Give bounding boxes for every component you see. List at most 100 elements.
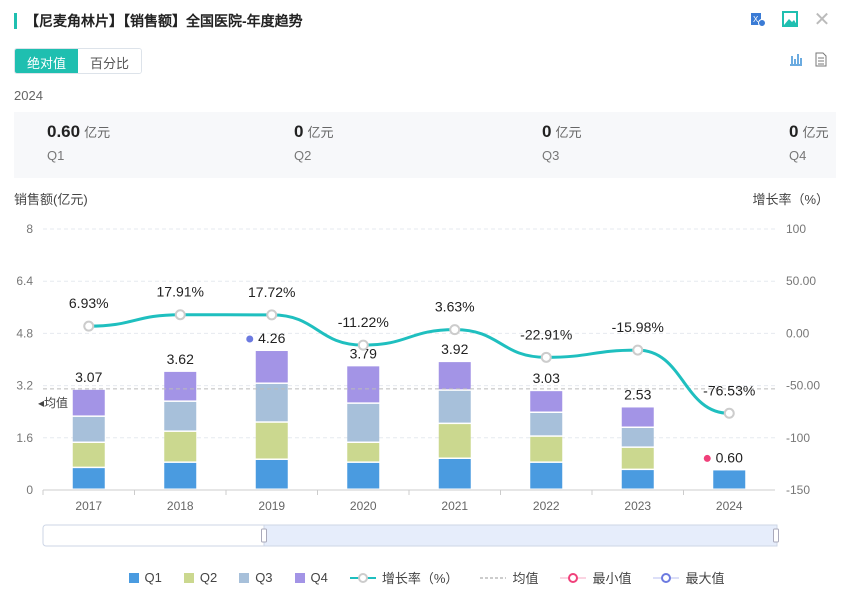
bar-q4 xyxy=(621,407,654,427)
zoom-slider-window[interactable] xyxy=(263,524,778,547)
legend-q4[interactable]: Q4 xyxy=(294,568,328,587)
bar-q1 xyxy=(72,468,105,489)
x-tick-label: 2023 xyxy=(624,499,651,513)
zoom-slider-handle[interactable] xyxy=(773,528,779,543)
summary-year: 2024 xyxy=(14,88,43,103)
chart: 0 -150 1.6 -100 3.2 -50.00 4.8 0.00 6.4 50.00 8 100… xyxy=(16,222,820,547)
legend-label: Q2 xyxy=(199,570,218,585)
bar-q2 xyxy=(164,431,197,462)
growth-point xyxy=(723,407,735,419)
summary-card-q1: 0.60 亿元 Q1 xyxy=(47,122,110,163)
image-export-icon[interactable] xyxy=(781,10,799,28)
bar-q1 xyxy=(621,470,654,489)
legend-label: 最大值 xyxy=(685,571,725,586)
bar-q1 xyxy=(530,462,563,489)
x-tick-label: 2017 xyxy=(75,499,102,513)
card-label: Q1 xyxy=(47,148,65,163)
bar-q2 xyxy=(255,422,288,459)
legend-q3[interactable]: Q3 xyxy=(239,568,273,587)
card-value: 0 xyxy=(789,122,799,141)
legend-dash-icon xyxy=(480,577,507,578)
bar-q1 xyxy=(713,470,746,489)
legend-swatch xyxy=(294,572,305,583)
legend: Q1 Q2 Q3 Q4 增长率（%） 均值 最小值 最大值 xyxy=(0,568,853,587)
legend-min-icon xyxy=(560,572,587,583)
legend-max[interactable]: 最大值 xyxy=(653,568,724,587)
y-axis-title: 销售额(亿元) xyxy=(14,192,88,207)
legend-label: 增长率（%） xyxy=(381,571,459,586)
legend-q2[interactable]: Q2 xyxy=(183,568,218,587)
tab-percent[interactable]: 百分比 xyxy=(78,49,142,73)
y-tick-label: 3.2 xyxy=(16,379,33,393)
y-tick-label: 8 xyxy=(26,222,33,236)
total-label: 0.60 xyxy=(716,449,743,465)
legend-min[interactable]: 最小值 xyxy=(560,568,631,587)
bar-q2 xyxy=(438,424,471,458)
card-value: 0 xyxy=(542,122,552,141)
y2-axis-title: 增长率（%） xyxy=(752,192,829,207)
bar-q2 xyxy=(530,436,563,462)
bar-chart-icon[interactable] xyxy=(789,52,803,72)
summary-panel: 0.60 亿元 Q1 0 亿元 Q2 0 亿元 Q3 0 亿元 Q4 xyxy=(14,112,836,178)
card-unit: 亿元 xyxy=(84,125,111,140)
y-tick-label: 6.4 xyxy=(16,274,33,288)
legend-max-icon xyxy=(653,572,680,583)
legend-average[interactable]: 均值 xyxy=(480,568,538,587)
bar-q4 xyxy=(530,391,563,412)
legend-growth[interactable]: 增长率（%） xyxy=(349,568,459,587)
bar-q3 xyxy=(530,413,563,436)
title-accent xyxy=(14,13,17,29)
excel-export-icon[interactable]: X xyxy=(749,10,767,28)
bar-q4 xyxy=(438,362,471,390)
legend-label: Q4 xyxy=(310,570,328,585)
summary-card-q4: 0 亿元 Q4 xyxy=(789,122,828,163)
bar-q4 xyxy=(255,351,288,383)
value-mode-toggle: 绝对值 百分比 xyxy=(14,48,143,74)
total-label: 2.53 xyxy=(624,386,651,402)
y2-tick-label: -100 xyxy=(786,431,810,445)
x-tick-label: 2019 xyxy=(258,499,285,513)
growth-point xyxy=(266,309,278,321)
x-tick-label: 2022 xyxy=(533,499,560,513)
growth-label: 17.72% xyxy=(248,284,295,300)
card-value: 0 xyxy=(294,122,304,141)
bar-q2 xyxy=(621,447,654,469)
legend-swatch xyxy=(239,572,250,583)
growth-point xyxy=(357,339,369,351)
growth-label: -11.22% xyxy=(338,314,389,330)
average-label: ◂均值 xyxy=(38,395,68,410)
card-unit: 亿元 xyxy=(555,125,582,140)
total-label: 3.92 xyxy=(441,341,468,357)
total-label: 3.07 xyxy=(75,369,102,385)
bar-q3 xyxy=(621,428,654,447)
svg-text:X: X xyxy=(753,15,759,24)
close-icon[interactable]: ✕ xyxy=(813,8,831,31)
bar-q4 xyxy=(164,371,197,401)
y2-tick-label: -50.00 xyxy=(786,379,820,393)
card-label: Q4 xyxy=(789,148,807,163)
growth-point xyxy=(449,324,461,336)
legend-line-icon xyxy=(349,572,376,583)
legend-q1[interactable]: Q1 xyxy=(128,568,162,587)
max-marker xyxy=(246,335,254,343)
legend-swatch xyxy=(128,572,139,583)
growth-label: -22.91% xyxy=(520,326,572,342)
x-tick-label: 2024 xyxy=(716,499,743,513)
page-title: 【尼麦角林片】【销售额】全国医院-年度趋势 xyxy=(25,13,303,29)
y-tick-label: 4.8 xyxy=(16,326,33,340)
growth-point xyxy=(83,320,95,332)
y2-tick-label: -150 xyxy=(786,483,810,497)
x-tick-label: 2018 xyxy=(167,499,194,513)
bar-q2 xyxy=(72,443,105,467)
card-unit: 亿元 xyxy=(802,125,829,140)
bar-q3 xyxy=(438,390,471,423)
bar-q1 xyxy=(347,462,380,489)
y2-tick-label: 50.00 xyxy=(786,274,816,288)
tab-absolute[interactable]: 绝对值 xyxy=(15,49,79,73)
card-value: 0.60 xyxy=(47,122,81,141)
growth-label: 6.93% xyxy=(69,295,109,311)
zoom-slider-handle[interactable] xyxy=(261,528,267,543)
bar-q3 xyxy=(347,403,380,442)
document-icon[interactable] xyxy=(815,52,827,72)
growth-point xyxy=(632,344,644,356)
